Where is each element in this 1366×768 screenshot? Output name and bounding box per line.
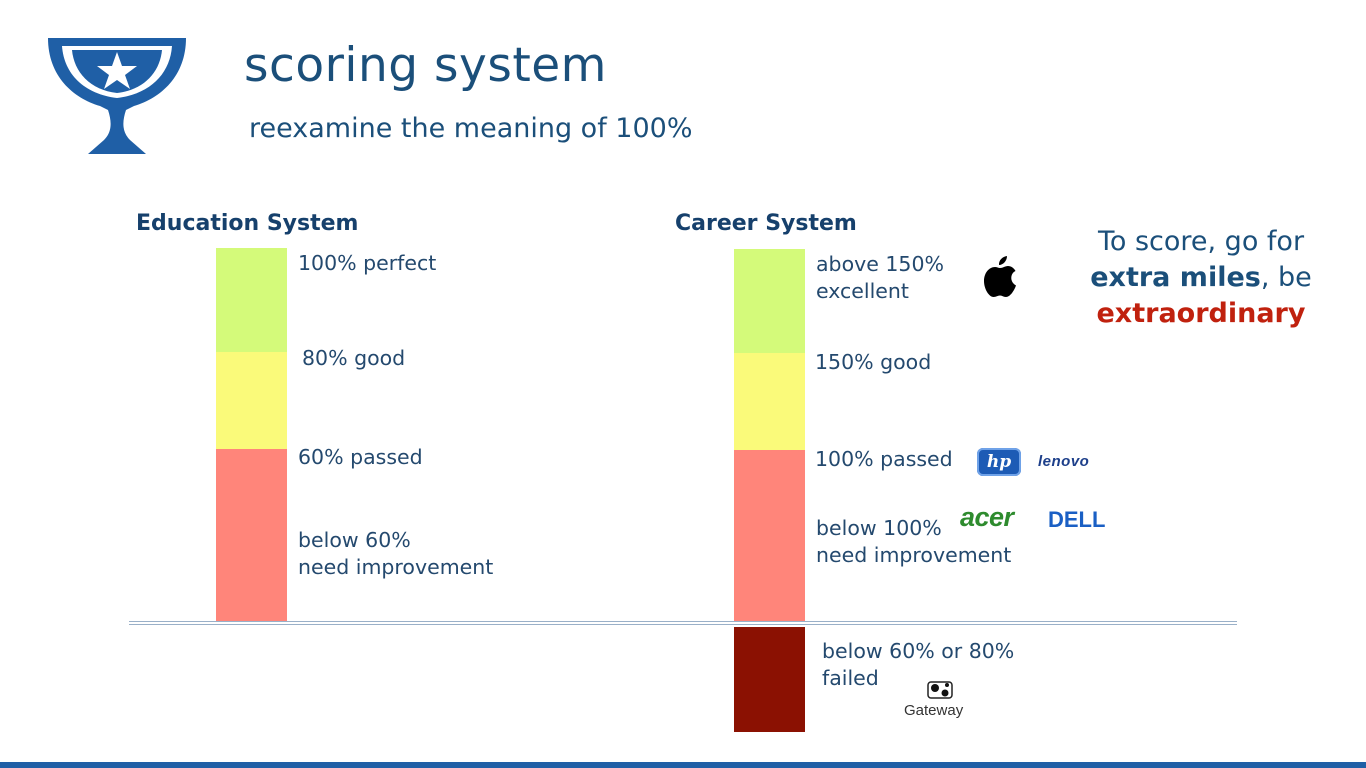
education-band-good	[216, 352, 287, 449]
slide-subtitle: reexamine the meaning of 100%	[249, 113, 693, 144]
career-band-excellent	[734, 249, 805, 353]
career-band-good	[734, 353, 805, 450]
bottom-accent-bar	[0, 762, 1366, 768]
career-heading: Career System	[675, 211, 857, 236]
career-label-failed: below 60% or 80% failed	[822, 639, 1015, 690]
hp-logo: hp	[977, 448, 1021, 476]
quote-line2: extra miles, be	[1060, 260, 1342, 296]
quote-red: extraordinary	[1096, 298, 1306, 329]
gateway-logo-text: Gateway	[904, 702, 964, 719]
education-label-improve: below 60% need improvement	[298, 528, 494, 579]
extraordinary-quote: To score, go for extra miles, be extraor…	[1060, 224, 1342, 332]
career-label-excellent: above 150% excellent	[816, 252, 944, 303]
education-band-perfect	[216, 248, 287, 352]
acer-logo: acer	[960, 502, 1014, 532]
quote-line1: To score, go for	[1097, 226, 1305, 257]
lenovo-logo: lenovo	[1038, 453, 1090, 470]
career-band-passed	[734, 450, 805, 621]
education-label-passed: 60% passed	[298, 445, 423, 469]
apple-logo-icon	[984, 256, 1016, 297]
slide-title: scoring system	[244, 38, 607, 93]
hp-logo-text: hp	[986, 452, 1012, 472]
quote-line2-rest: , be	[1260, 262, 1312, 293]
education-band-passed	[216, 449, 287, 621]
baseline-divider	[129, 621, 1237, 625]
education-label-perfect: 100% perfect	[298, 251, 437, 275]
trophy-icon	[48, 38, 186, 154]
education-heading: Education System	[136, 211, 359, 236]
career-label-improve: below 100% need improvement	[816, 516, 1012, 567]
career-label-passed: 100% passed	[815, 447, 953, 471]
education-label-good: 80% good	[302, 346, 406, 370]
gateway-cow-icon	[927, 681, 953, 699]
quote-bold: extra miles	[1090, 262, 1261, 293]
career-label-good: 150% good	[815, 350, 932, 374]
career-band-failed	[734, 627, 805, 732]
dell-logo: DELL	[1048, 507, 1106, 532]
